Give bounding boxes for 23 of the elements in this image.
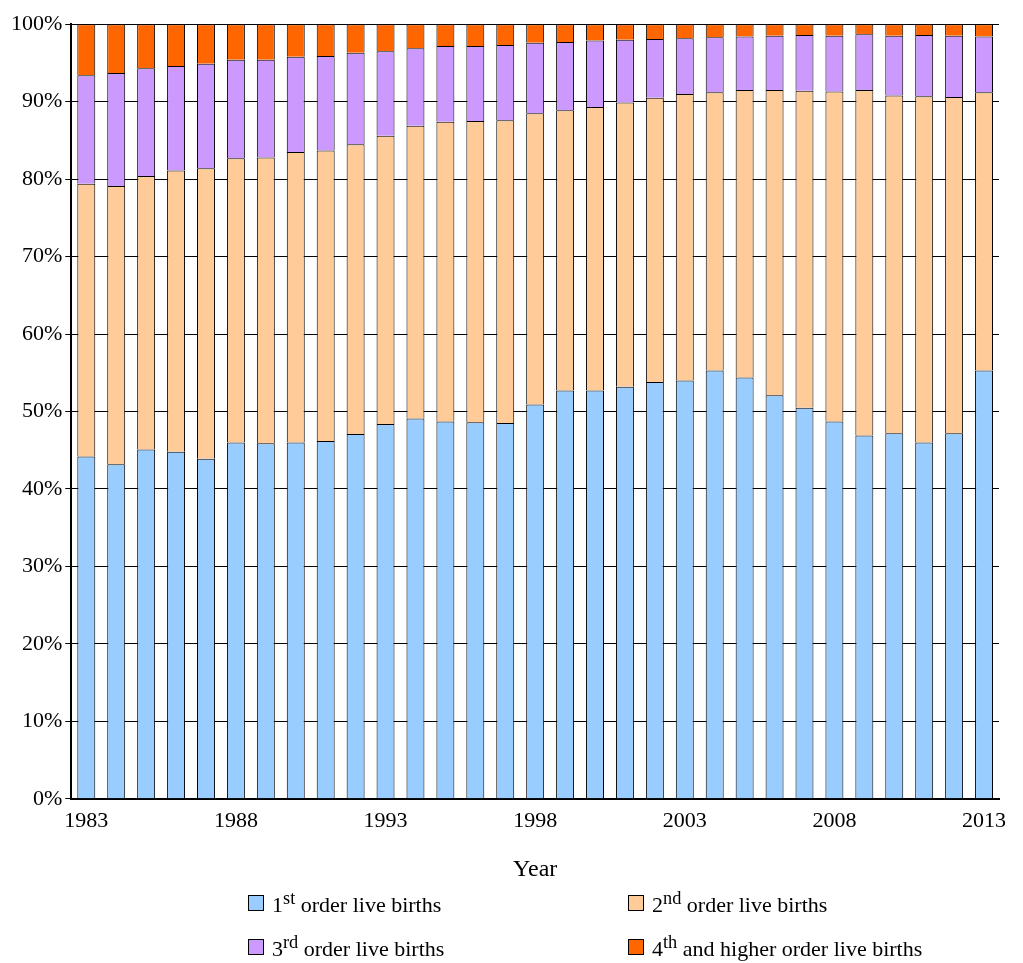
x-tick-label: 2003 [662,806,707,832]
x-tick-label: 1993 [363,806,408,832]
y-tick-label: 50% [22,397,63,423]
legend-label: 3$^{rd}$ order live births [272,932,445,963]
legend-label: 4$^{th}$ and higher order live births [652,932,923,963]
x-tick-label: 1998 [513,806,558,832]
x-tick-label: 2013 [962,806,1007,832]
y-tick-label: 30% [22,552,63,578]
x-tick-label: 2008 [812,806,857,832]
y-tick-label: 40% [22,474,63,500]
y-tick-label: 60% [22,319,63,345]
y-tick-label: 20% [22,629,63,655]
y-tick-label: 100% [11,9,63,35]
x-tick-label: 1988 [213,806,258,832]
y-tick-label: 10% [22,707,63,733]
y-tick-label: 80% [22,164,63,190]
legend-label: 2$^{nd}$ order live births [652,888,828,919]
y-tick-label: 0% [33,784,63,810]
y-tick-label: 70% [22,242,63,268]
x-axis-title: Year [513,854,558,881]
x-tick-label: 1983 [64,806,109,832]
legend-label: 1$^{st}$ order live births [272,888,442,919]
y-tick-label: 90% [22,87,63,113]
